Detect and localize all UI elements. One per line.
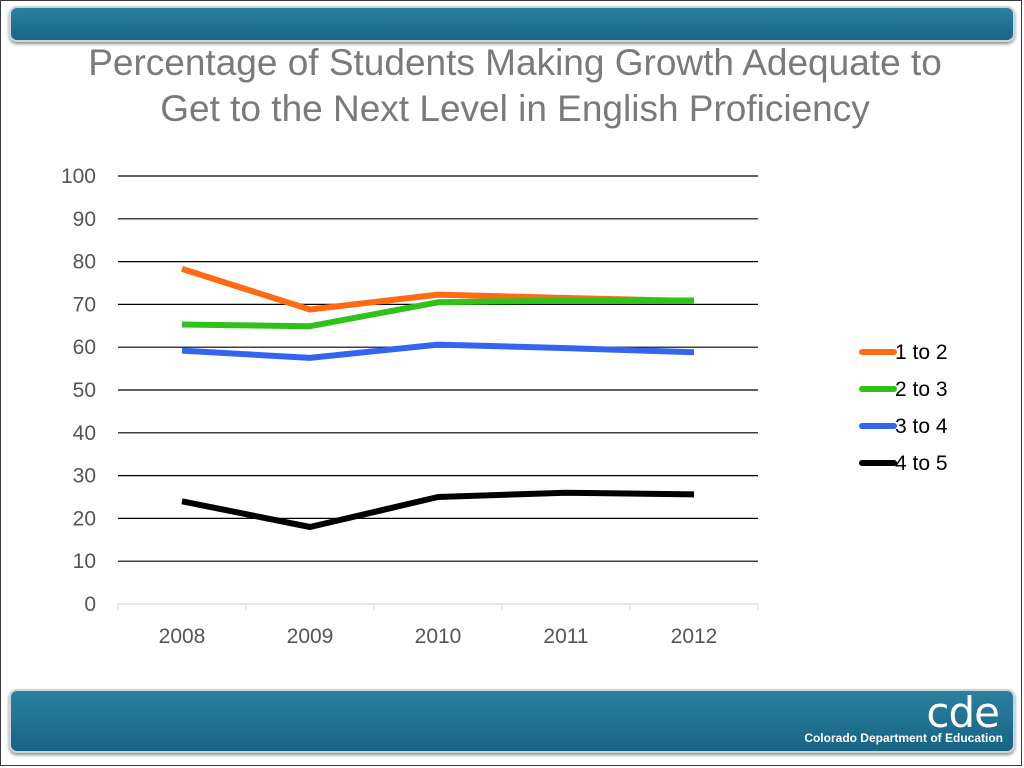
x-tick-label-2011: 2011: [543, 625, 588, 648]
y-tick-label-80: 80: [73, 251, 96, 274]
legend-label-4-to-5: 4 to 5: [895, 452, 948, 475]
x-tick-label-2009: 2009: [287, 625, 334, 648]
cde-logo: cde: [926, 688, 1000, 737]
legend-label-3-to-4: 3 to 4: [895, 415, 948, 438]
slide-title-line-1: Percentage of Students Making Growth Ade…: [88, 42, 942, 83]
y-tick-label-30: 30: [73, 465, 96, 488]
y-tick-label-100: 100: [61, 165, 96, 188]
y-tick-label-50: 50: [73, 379, 96, 402]
x-tick-label-2008: 2008: [159, 625, 206, 648]
slide-title-line-2: Get to the Next Level in English Profici…: [160, 88, 870, 129]
y-tick-label-60: 60: [73, 336, 96, 359]
y-tick-label-40: 40: [73, 422, 96, 445]
y-tick-label-90: 90: [73, 208, 96, 231]
footer-bar: cde Colorado Department of Education: [9, 689, 1015, 753]
y-tick-label-0: 0: [84, 593, 96, 616]
series-line-3-to-4: [181, 341, 695, 361]
y-tick-label-10: 10: [73, 550, 96, 573]
x-tick-label-2010: 2010: [415, 625, 462, 648]
x-tick-label-2012: 2012: [671, 625, 718, 648]
y-tick-label-70: 70: [73, 293, 96, 316]
legend-label-1-to-2: 1 to 2: [895, 341, 948, 364]
header-bar: [9, 6, 1015, 42]
slide-title: Percentage of Students Making Growth Ade…: [40, 40, 990, 132]
series-line-4-to-5: [181, 489, 695, 530]
org-name: Colorado Department of Education: [804, 731, 1003, 745]
y-tick-label-20: 20: [73, 507, 96, 530]
legend-label-2-to-3: 2 to 3: [895, 378, 948, 401]
